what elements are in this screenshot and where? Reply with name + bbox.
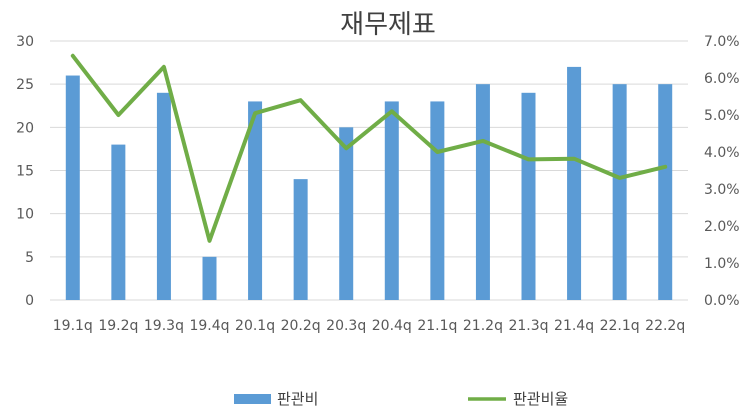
bar xyxy=(293,179,308,300)
right-tick-label: 7.0% xyxy=(704,34,740,50)
bar xyxy=(248,101,263,300)
right-tick-label: 6.0% xyxy=(704,71,740,87)
left-axis: 0 5 10 15 20 25 30 xyxy=(16,34,34,309)
line-point xyxy=(619,177,621,179)
bar xyxy=(65,75,80,301)
left-tick-label: 20 xyxy=(16,120,34,136)
x-tick-label: 20.4q xyxy=(372,318,412,334)
line-point xyxy=(300,99,302,101)
line-point xyxy=(436,151,438,153)
left-tick-label: 10 xyxy=(16,207,34,223)
bar xyxy=(521,92,536,300)
bar xyxy=(430,101,445,300)
right-tick-label: 0.0% xyxy=(704,293,740,309)
bar xyxy=(567,66,582,301)
line-point xyxy=(391,110,393,112)
x-tick-label: 21.3q xyxy=(508,318,548,334)
x-tick-label: 22.2q xyxy=(645,318,685,334)
x-tick-label: 20.1q xyxy=(235,318,275,334)
x-tick-label: 21.2q xyxy=(463,318,503,334)
chart-title: 재무제표 xyxy=(340,10,436,40)
x-axis: 19.1q 19.2q 19.3q 19.4q 20.1q 20.2q 20.3q 20.4q… xyxy=(53,318,685,334)
legend-label-bar: 판관비 xyxy=(277,390,318,408)
bar xyxy=(612,84,627,301)
right-tick-label: 2.0% xyxy=(704,219,740,235)
line-point xyxy=(163,66,165,68)
x-tick-label: 21.4q xyxy=(554,318,594,334)
right-tick-label: 5.0% xyxy=(704,108,740,124)
x-tick-label: 19.2q xyxy=(98,318,138,334)
bar xyxy=(202,256,217,300)
bar xyxy=(156,92,171,300)
legend: 판관비 판관비율 xyxy=(234,390,568,408)
line-point xyxy=(72,55,74,57)
left-tick-label: 30 xyxy=(16,34,34,50)
bar xyxy=(384,101,399,300)
legend-swatch-bar xyxy=(234,394,271,404)
bar xyxy=(475,84,490,301)
line-point xyxy=(345,147,347,149)
line-point xyxy=(209,240,210,242)
bar-series xyxy=(65,66,673,301)
series-line xyxy=(70,53,668,243)
x-tick-label: 20.3q xyxy=(326,318,366,334)
bar xyxy=(658,84,673,301)
right-tick-label: 3.0% xyxy=(704,182,740,198)
left-tick-label: 0 xyxy=(25,293,34,309)
right-tick-label: 1.0% xyxy=(704,256,740,272)
line-point xyxy=(117,114,119,116)
x-tick-label: 21.1q xyxy=(417,318,457,334)
line-point xyxy=(573,158,575,160)
line-point xyxy=(482,140,484,142)
line-point xyxy=(664,166,666,168)
gridlines xyxy=(50,40,688,301)
left-tick-label: 15 xyxy=(16,164,34,180)
line-point xyxy=(528,158,529,160)
right-tick-label: 4.0% xyxy=(704,145,740,161)
line-point xyxy=(254,112,256,114)
x-tick-label: 19.3q xyxy=(144,318,184,334)
x-tick-label: 19.4q xyxy=(189,318,229,334)
line-series xyxy=(70,53,668,243)
x-tick-label: 19.1q xyxy=(53,318,93,334)
left-tick-label: 5 xyxy=(25,250,34,266)
legend-label-line: 판관비율 xyxy=(513,390,568,408)
left-tick-label: 25 xyxy=(16,77,34,93)
x-tick-label: 20.2q xyxy=(281,318,321,334)
right-axis: 0.0% 1.0% 2.0% 3.0% 4.0% 5.0% 6.0% 7.0% xyxy=(704,34,740,309)
bar xyxy=(111,144,126,300)
x-tick-label: 22.1q xyxy=(600,318,640,334)
bar xyxy=(339,127,354,300)
